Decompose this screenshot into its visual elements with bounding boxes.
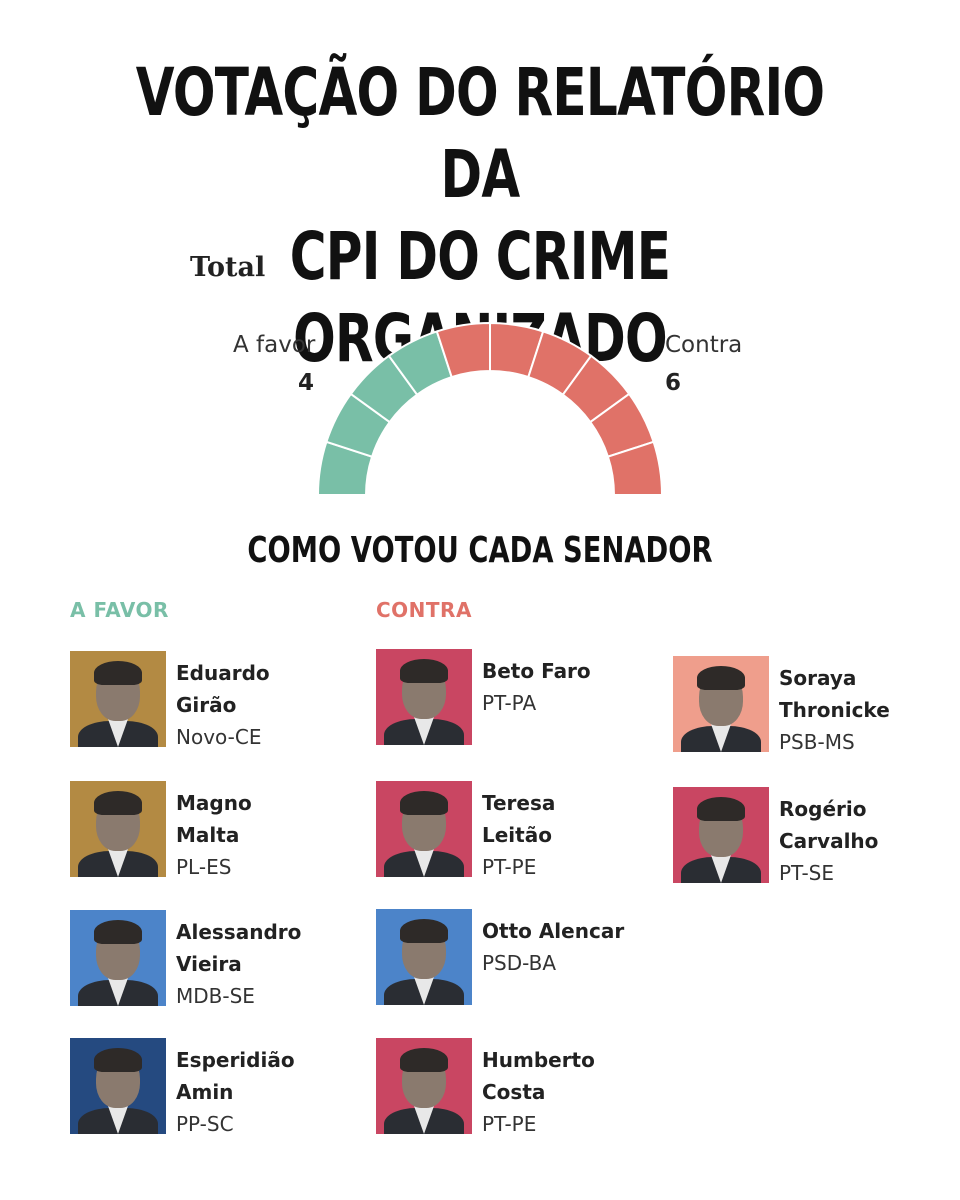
senator-card: Alessandro Vieira MDB-SE <box>70 910 350 1010</box>
chart-title: Total <box>190 252 266 283</box>
portrait-hair <box>400 919 448 943</box>
portrait-hair <box>400 791 448 815</box>
senator-party: PT-PA <box>482 691 537 715</box>
senator-photo <box>70 651 166 747</box>
portrait-hair <box>400 1048 448 1072</box>
page-title: VOTAÇÃO DO RELATÓRIO DA CPI DO CRIME ORG… <box>115 52 845 380</box>
portrait-hair <box>697 797 745 821</box>
senator-name: Esperidião Amin <box>176 1048 295 1104</box>
senator-photo <box>376 781 472 877</box>
senator-card: Otto Alencar PSD-BA <box>376 909 656 1009</box>
legend-label-contra: Contra <box>665 332 743 358</box>
senator-name: Otto Alencar <box>482 919 625 943</box>
senator-card: Humberto Costa PT-PE <box>376 1038 656 1138</box>
senator-photo <box>673 656 769 752</box>
title-line-1: VOTAÇÃO DO RELATÓRIO DA <box>135 54 825 213</box>
senator-photo <box>70 781 166 877</box>
senator-card: Rogério Carvalho PT-SE <box>673 787 953 887</box>
section-subtitle: COMO VOTOU CADA SENADOR <box>247 530 713 571</box>
senator-party: PP-SC <box>176 1112 234 1136</box>
portrait-hair <box>94 791 142 815</box>
senator-party: PT-PE <box>482 1112 537 1136</box>
portrait-hair <box>400 659 448 683</box>
senator-photo <box>376 1038 472 1134</box>
senator-name: Soraya Thronicke <box>779 666 890 722</box>
donut-segment-contra-6 <box>606 440 664 496</box>
senator-name: Beto Faro <box>482 659 591 683</box>
senator-info: Alessandro Vieira MDB-SE <box>176 916 366 1012</box>
senator-party: Novo-CE <box>176 725 262 749</box>
senator-info: Magno Malta PL-ES <box>176 787 366 883</box>
senator-info: Beto Faro PT-PA <box>482 655 672 719</box>
senator-photo <box>376 909 472 1005</box>
senator-info: Esperidião Amin PP-SC <box>176 1044 366 1140</box>
senator-party: PL-ES <box>176 855 232 879</box>
title-line-2: CPI DO CRIME ORGANIZADO <box>289 218 671 377</box>
senator-card: Magno Malta PL-ES <box>70 781 350 881</box>
senator-photo <box>70 1038 166 1134</box>
column-title-contra: CONTRA <box>376 598 472 622</box>
senator-card: Teresa Leitão PT-PE <box>376 781 656 881</box>
senator-party: MDB-SE <box>176 984 255 1008</box>
senator-party: PT-PE <box>482 855 537 879</box>
senator-party: PSB-MS <box>779 730 855 754</box>
senator-name: Alessandro Vieira <box>176 920 302 976</box>
senator-photo <box>70 910 166 1006</box>
senator-card: Eduardo Girão Novo-CE <box>70 651 350 751</box>
legend-label-favor: A favor <box>233 332 316 358</box>
senator-photo <box>376 649 472 745</box>
senator-info: Humberto Costa PT-PE <box>482 1044 672 1140</box>
senator-photo <box>673 787 769 883</box>
senator-name: Magno Malta <box>176 791 252 847</box>
senator-info: Teresa Leitão PT-PE <box>482 787 672 883</box>
portrait-hair <box>94 1048 142 1072</box>
senator-info: Rogério Carvalho PT-SE <box>779 793 960 889</box>
senator-info: Soraya Thronicke PSB-MS <box>779 662 960 758</box>
senator-party: PSD-BA <box>482 951 557 975</box>
senator-name: Eduardo Girão <box>176 661 270 717</box>
senator-info: Otto Alencar PSD-BA <box>482 915 672 979</box>
senator-info: Eduardo Girão Novo-CE <box>176 657 366 753</box>
senator-card: Esperidião Amin PP-SC <box>70 1038 350 1138</box>
senator-card: Soraya Thronicke PSB-MS <box>673 656 953 756</box>
portrait-hair <box>94 920 142 944</box>
column-title-favor: A FAVOR <box>70 598 169 622</box>
portrait-hair <box>697 666 745 690</box>
senator-party: PT-SE <box>779 861 834 885</box>
senator-name: Humberto Costa <box>482 1048 595 1104</box>
count-favor: 4 <box>298 370 315 396</box>
portrait-hair <box>94 661 142 685</box>
senator-card: Beto Faro PT-PA <box>376 649 656 749</box>
senator-name: Teresa Leitão <box>482 791 556 847</box>
half-donut-chart <box>316 321 664 496</box>
count-contra: 6 <box>665 370 682 396</box>
senator-name: Rogério Carvalho <box>779 797 879 853</box>
